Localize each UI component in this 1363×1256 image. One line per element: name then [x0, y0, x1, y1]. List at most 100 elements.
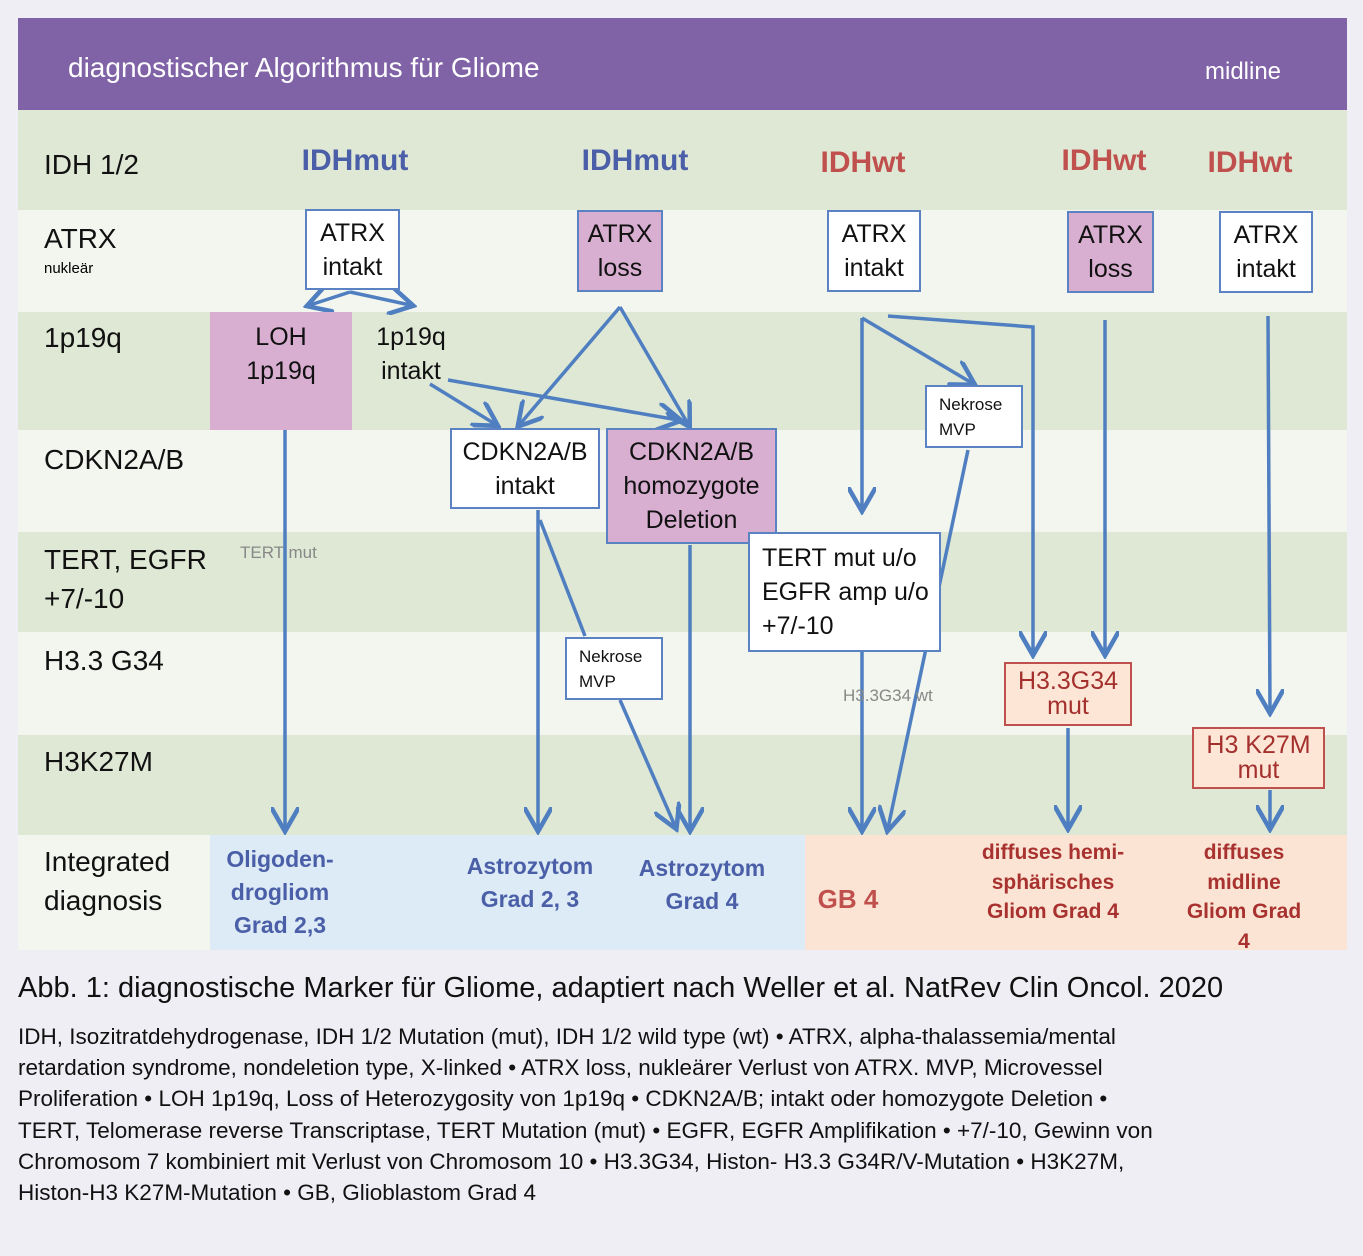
text: +7/-10 — [762, 612, 834, 640]
text: intakt — [322, 252, 383, 281]
text: intakt — [495, 471, 555, 500]
row-label: CDKN2A/B — [44, 440, 184, 479]
text: intakt — [381, 357, 441, 385]
text: GB 4 — [817, 884, 879, 914]
row-band — [18, 532, 1347, 632]
text: homozygote — [623, 472, 760, 500]
text: Grad 2, 3 — [480, 886, 580, 912]
header-tag: midline — [1205, 58, 1282, 85]
row-label: ATRX — [44, 219, 117, 258]
text: loss — [1088, 255, 1133, 283]
text: retardation syndrome, nondeletion type, … — [18, 1055, 1103, 1081]
diagnosis: diffuses hemi-sphärisches Gliom Grad 4 — [982, 838, 1124, 927]
text: loss — [597, 254, 643, 282]
text: ATRX — [44, 223, 117, 254]
node: CDKN2A/B homozygote Deletion — [606, 428, 777, 544]
diagnosis: Astrozytom Grad 2, 3 — [467, 850, 594, 916]
text: Gliom Grad 4 — [987, 900, 1119, 923]
node: ATRX intakt — [827, 210, 921, 292]
diagnosis: GB 4 — [818, 883, 879, 916]
text: ATRX — [320, 218, 385, 247]
node: CDKN2A/B intakt — [450, 428, 600, 509]
text: IDH 1/2 — [44, 149, 139, 180]
text: drogliom — [230, 879, 330, 905]
text: ATRX — [587, 220, 653, 248]
text: sphärisches — [991, 870, 1115, 894]
caption-title: Abb. 1: diagnostische Marker für Gliome,… — [18, 972, 1224, 1004]
text: ATRX — [1233, 221, 1299, 249]
text: IDH, Isozitratdehydrogenase, IDH 1/2 Mut… — [18, 1024, 1116, 1049]
text: H3 K27M — [1206, 731, 1311, 759]
text: EGFR amp u/o — [762, 578, 929, 606]
header-title: diagnostischer Algorithmus für Gliome — [68, 52, 540, 83]
text: intakt — [1236, 255, 1296, 283]
caption-text: IDH, Isozitratdehydrogenase, IDH 1/2 Mut… — [18, 1021, 1153, 1208]
text: 1p19q — [376, 323, 446, 351]
row-label: TERT, EGFR +7/-10 — [44, 540, 207, 618]
node: 1p19q intakt — [368, 320, 454, 388]
row-label: IDH 1/2 — [44, 145, 139, 184]
text: Grad 4 — [665, 888, 739, 914]
node: ATRX loss — [577, 210, 663, 292]
text: H3.3G34 — [1017, 667, 1119, 695]
dx-area — [805, 835, 1347, 950]
text: 1p19q — [246, 357, 316, 385]
text: LOH — [255, 323, 307, 351]
text: Chromosom 7 kombiniert mit Verlust von C… — [18, 1148, 1125, 1174]
text: Nekrose — [579, 646, 643, 666]
row-band — [18, 110, 1347, 210]
node: Nekrose MVP — [565, 637, 663, 700]
row-label: 1p19q — [44, 318, 122, 357]
text: TERT mut u/o — [762, 544, 917, 572]
text: +7/-10 — [44, 583, 125, 614]
text: Proliferation • LOH 1p19q, Loss of Heter… — [18, 1086, 1108, 1112]
text: Nekrose — [939, 394, 1003, 414]
node: LOH 1p19q — [210, 312, 352, 430]
text: MVP — [579, 671, 616, 691]
text: mut — [1047, 692, 1089, 720]
idh-label: IDHmut — [301, 144, 409, 177]
idh-label: IDHwt — [820, 146, 906, 179]
text: Oligoden- — [226, 846, 334, 872]
text: Integrated — [44, 846, 171, 877]
text: Deletion — [645, 506, 738, 534]
text: Histon-H3 K27M-Mutation • GB, Glioblasto… — [18, 1180, 537, 1206]
row-label: Integrated diagnosis — [44, 842, 170, 920]
idh-label: IDHmut — [581, 144, 689, 177]
row-sublabel: nukleär — [44, 260, 94, 277]
header — [18, 18, 1347, 110]
text: H3K27M — [44, 746, 153, 777]
text: CDKN2A/B — [628, 438, 755, 466]
node: TERT mut u/o EGFR amp u/o +7/-10 — [748, 532, 941, 652]
annotation: H3.3G34 wt — [843, 686, 933, 705]
idh-label: IDHwt — [1061, 144, 1147, 177]
text: midline — [1207, 870, 1281, 894]
idh-label: IDHwt — [1207, 146, 1293, 179]
text: mut — [1237, 756, 1280, 784]
text: CDKN2A/B — [462, 437, 588, 466]
text: Grad 2,3 — [233, 912, 327, 938]
text: intakt — [844, 254, 904, 282]
text: Gliom Grad 4 — [1186, 900, 1302, 953]
diagnosis: diffuses midline Gliom Grad 4 — [1185, 838, 1304, 956]
text: TERT, EGFR — [44, 544, 207, 575]
text: CDKN2A/B — [44, 444, 185, 475]
dx-area — [210, 835, 805, 950]
text: 1p19q — [44, 322, 122, 353]
text: ATRX — [1078, 221, 1143, 249]
text: diffuses hemi- — [981, 841, 1125, 864]
text: Astrozytom — [466, 853, 594, 879]
text: Astrozytom — [638, 855, 766, 881]
row-label: H3K27M — [44, 742, 153, 781]
annotation: TERT mut — [240, 543, 317, 562]
node: ATRX intakt — [305, 209, 400, 290]
node: ATRX loss — [1067, 211, 1154, 293]
node: ATRX intakt — [1219, 211, 1313, 293]
text: ATRX — [841, 220, 907, 248]
text: MVP — [939, 419, 976, 439]
node: H3.3G34 mut — [1004, 662, 1132, 726]
row-label: H3.3 G34 — [44, 641, 164, 680]
node: H3 K27M mut — [1192, 727, 1325, 789]
